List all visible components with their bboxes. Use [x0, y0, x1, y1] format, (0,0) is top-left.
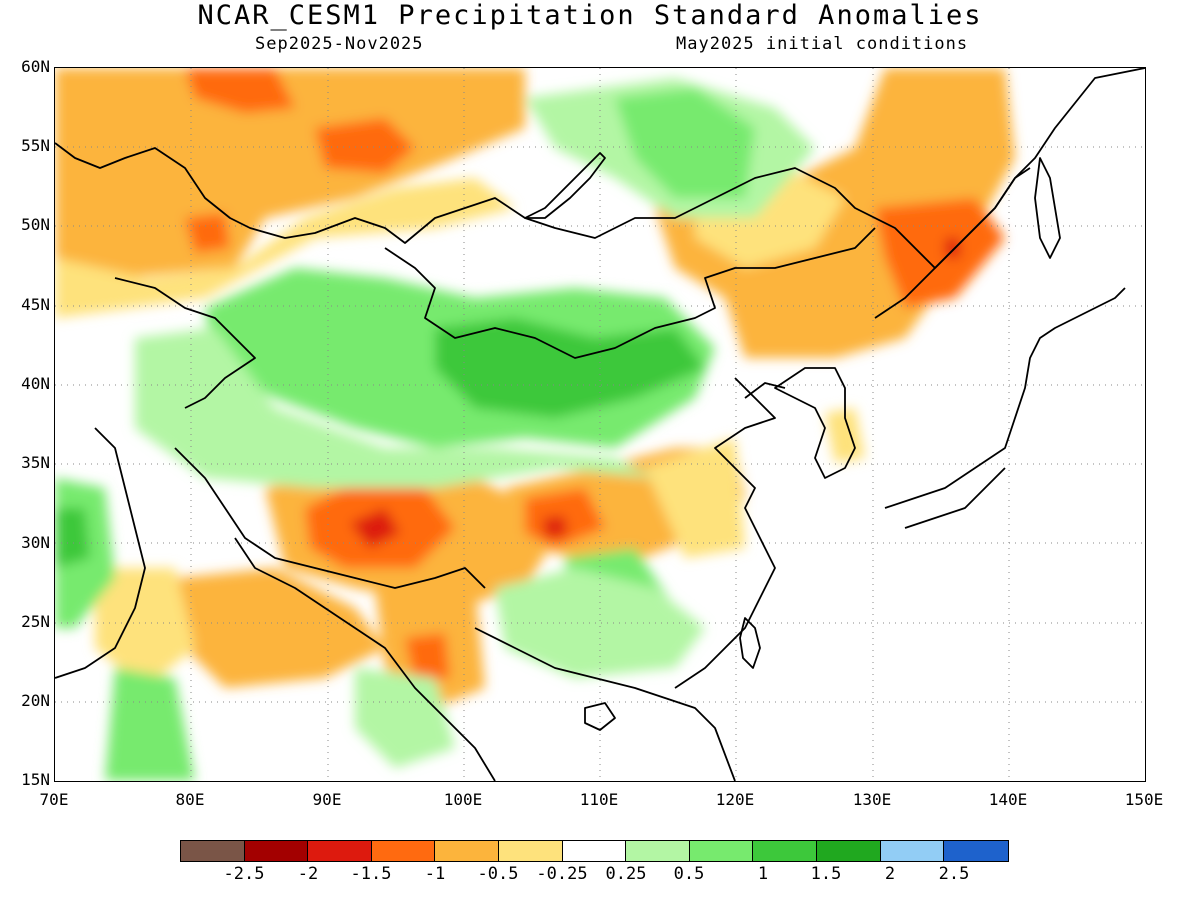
coast-japan-inner: [904, 467, 1006, 529]
map-title: NCAR_CESM1 Precipitation Standard Anomal…: [197, 0, 983, 31]
legend-label: -2: [297, 864, 319, 884]
legend-label: -1.5: [350, 864, 392, 884]
legend-label: -0.5: [477, 864, 519, 884]
lon-label-100e: 100E: [443, 790, 483, 809]
border-pakistan-india: [55, 427, 146, 679]
wet-anomaly-bay: [355, 668, 455, 768]
lat-label-60n: 60N: [21, 57, 50, 76]
border-mongolia-china: [384, 227, 876, 359]
lat-label-20n: 20N: [21, 691, 50, 710]
lon-label-70e: 70E: [39, 790, 69, 809]
lon-label-110e: 110E: [579, 790, 619, 809]
dry-anomaly-sichuan-core: [543, 516, 567, 538]
legend-label: 2: [884, 864, 896, 884]
legend-color-5: [435, 841, 499, 861]
wet-anomaly-south-china-light: [495, 568, 705, 678]
lon-label-90e: 90E: [312, 790, 342, 809]
coast-southeast-asia: [474, 627, 736, 781]
lon-label-150e: 150E: [1124, 790, 1164, 809]
lon-label-120e: 120E: [715, 790, 755, 809]
color-legend: [180, 840, 1009, 862]
legend-label: 1: [757, 864, 769, 884]
coast-sakhalin: [1034, 157, 1061, 259]
legend-color-4: [371, 841, 436, 861]
lat-label-55n: 55N: [21, 136, 50, 155]
dry-anomaly-sayan: [315, 118, 415, 173]
legend-color-3: [308, 841, 372, 861]
initial-conditions: May2025 initial conditions: [676, 34, 969, 54]
dry-anomaly-india-light: [95, 568, 195, 688]
coast-bohai: [744, 382, 786, 399]
legend-label: -2.5: [223, 864, 265, 884]
lat-label-30n: 30N: [21, 533, 50, 552]
coast-china-east: [674, 377, 776, 689]
coast-korea: [774, 367, 856, 479]
legend-label: -0.25: [536, 864, 588, 884]
legend-color-6: [498, 841, 563, 861]
legend-color-11: [816, 841, 881, 861]
legend-color-13: [944, 841, 1008, 861]
legend-label: 2.5: [938, 864, 970, 884]
coast-hainan: [584, 702, 616, 731]
coast-japan: [884, 287, 1126, 509]
lat-label-50n: 50N: [21, 215, 50, 234]
legend-color-10: [753, 841, 817, 861]
dry-anomaly-kazakh: [185, 213, 230, 253]
coastlines-and-borders: [55, 68, 1145, 781]
border-kazakhstan-china: [114, 277, 256, 409]
lat-label-15n: 15N: [21, 770, 50, 789]
lon-label-130e: 130E: [852, 790, 892, 809]
legend-color-8: [626, 841, 690, 861]
dry-anomaly-tibet-core: [350, 508, 400, 548]
border-himalaya: [174, 447, 486, 589]
lake-baikal: [524, 152, 606, 219]
lat-label-40n: 40N: [21, 374, 50, 393]
legend-label: -1: [424, 864, 446, 884]
wet-anomaly-siberia-strong: [615, 88, 755, 198]
dry-anomaly-north: [55, 68, 525, 278]
legend-label: 1.5: [810, 864, 842, 884]
dry-anomaly-north-light: [55, 178, 515, 318]
coast-far-east: [874, 68, 1145, 319]
lon-label-140e: 140E: [988, 790, 1028, 809]
anomaly-map: [55, 68, 1145, 781]
wet-anomaly-india-east: [105, 668, 195, 781]
lat-label-45n: 45N: [21, 295, 50, 314]
anomaly-shading: [55, 68, 1015, 781]
lon-label-80e: 80E: [175, 790, 205, 809]
dry-anomaly-east-china: [645, 438, 745, 558]
border-india-east: [234, 537, 496, 781]
legend-color-12: [880, 841, 945, 861]
legend-label: 0.5: [673, 864, 705, 884]
wet-anomaly-light-band: [135, 328, 655, 488]
legend-color-1: [181, 841, 245, 861]
wet-anomaly-mongolia-strong: [435, 318, 705, 418]
dry-anomaly-burma-strong: [405, 633, 450, 683]
legend-color-2: [244, 841, 309, 861]
legend-color-7: [562, 841, 627, 861]
legend-color-9: [689, 841, 754, 861]
graticule: [55, 68, 1145, 781]
map-panel: [54, 67, 1146, 782]
dry-anomaly-north-strong: [185, 68, 295, 113]
lat-label-25n: 25N: [21, 612, 50, 631]
coast-taiwan: [739, 617, 761, 669]
lat-label-35n: 35N: [21, 453, 50, 472]
forecast-period: Sep2025-Nov2025: [255, 34, 424, 54]
dry-anomaly-india: [175, 568, 385, 688]
wet-anomaly-pakistan-strong: [55, 508, 90, 568]
legend-label: 0.25: [605, 864, 647, 884]
